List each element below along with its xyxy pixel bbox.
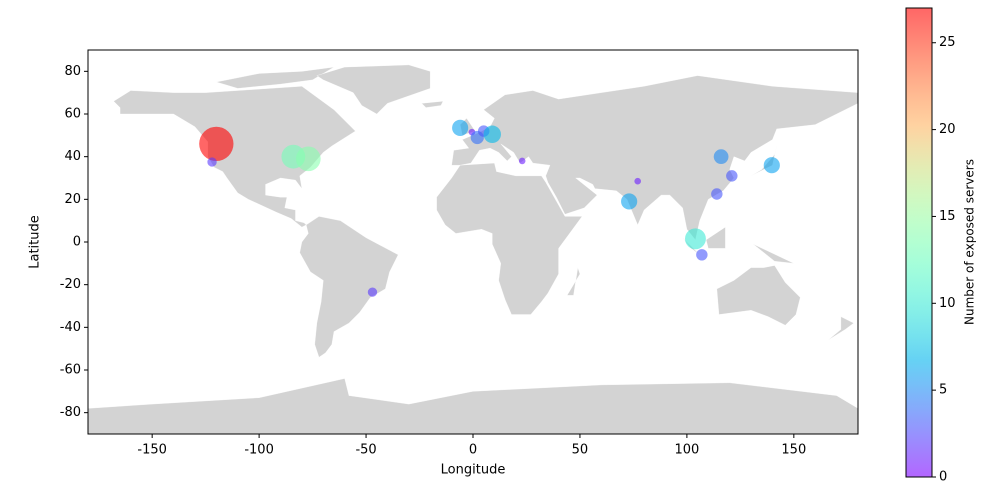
y-tick-label: 20 <box>64 192 81 207</box>
iceland <box>421 101 444 108</box>
colorbar-label: Number of exposed servers <box>963 159 977 325</box>
africa <box>436 162 583 315</box>
point <box>452 119 469 136</box>
australia <box>716 265 801 326</box>
arctic-islands <box>216 66 335 89</box>
colorbar-tick-label: 20 <box>939 122 956 137</box>
point <box>199 126 234 162</box>
madagascar <box>566 267 581 296</box>
y-tick-label: -20 <box>60 277 81 292</box>
x-axis-label: Longitude <box>441 463 506 478</box>
colorbar-tick-label: 5 <box>939 383 947 398</box>
borneo <box>705 226 726 249</box>
antarctica <box>87 378 859 435</box>
y-tick-label: 0 <box>73 235 81 250</box>
y-tick-label: -80 <box>60 405 81 420</box>
point <box>518 157 526 165</box>
x-tick-label: 50 <box>572 443 589 458</box>
y-tick-label: 60 <box>64 107 81 122</box>
point <box>634 177 641 185</box>
point <box>295 146 321 172</box>
south-america <box>299 216 399 358</box>
x-tick-label: 150 <box>781 443 806 458</box>
new-guinea <box>753 243 794 264</box>
point <box>711 188 723 200</box>
x-tick-label: -50 <box>355 443 376 458</box>
x-tick-label: 100 <box>674 443 699 458</box>
y-tick-label: 80 <box>64 64 81 79</box>
y-axis-label: Latitude <box>28 215 43 269</box>
new-zealand <box>827 316 855 341</box>
point <box>207 157 217 167</box>
x-tick-label: 0 <box>469 443 477 458</box>
point <box>713 149 729 165</box>
point <box>621 193 638 210</box>
point <box>696 249 708 261</box>
colorbar-tick-label: 10 <box>939 296 956 311</box>
point <box>685 228 706 250</box>
point <box>726 170 738 182</box>
colorbar-tick-label: 15 <box>939 209 956 224</box>
point <box>763 157 780 174</box>
point <box>483 125 501 143</box>
colorbar-tick-label: 0 <box>939 470 947 485</box>
x-tick-label: -150 <box>137 443 167 458</box>
point <box>367 287 378 297</box>
greenland <box>316 64 431 115</box>
x-tick-label: -100 <box>244 443 274 458</box>
colorbar-tick-label: 25 <box>939 35 956 50</box>
y-tick-label: -60 <box>60 363 81 378</box>
world-map <box>87 64 859 435</box>
y-tick-label: -40 <box>60 320 81 335</box>
y-tick-label: 40 <box>64 149 81 164</box>
colorbar <box>905 7 933 478</box>
